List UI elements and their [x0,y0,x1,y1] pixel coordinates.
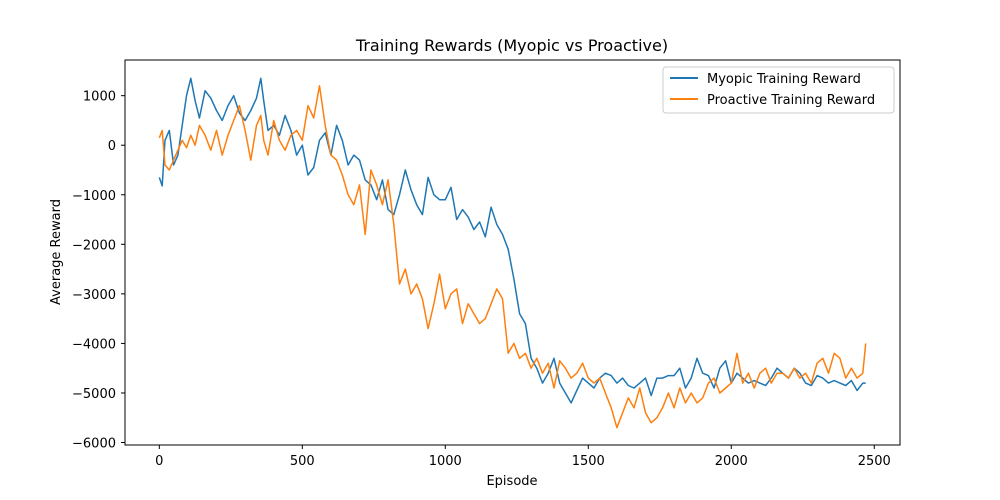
legend-label-proactive: Proactive Training Reward [707,93,875,108]
x-axis: 0 500 1000 1500 2000 2500 [155,445,891,469]
legend-label-myopic: Myopic Training Reward [707,72,861,87]
x-axis-title: Episode [486,474,537,489]
y-tick-label: −5000 [72,387,116,402]
plot-area [124,59,901,446]
plot-frame [124,59,901,446]
y-tick-label: −2000 [72,238,116,253]
y-axis-title: Average Reward [49,199,64,305]
x-tick-label: 2500 [858,454,891,469]
series-line-myopic [158,77,866,404]
series-line-proactive [158,85,867,429]
series-layer [158,77,867,429]
y-tick-label: −4000 [72,337,116,352]
y-tick-label: −1000 [72,189,116,204]
legend-box [662,66,895,114]
y-tick-label: −3000 [72,288,116,303]
x-tick-label: 1000 [429,454,462,469]
legend: Myopic Training Reward Proactive Trainin… [662,66,895,114]
y-axis: −6000 −5000 −4000 −3000 −2000 −1000 0 1000 [72,90,125,452]
y-tick-label: −6000 [72,437,116,452]
x-tick-label: 0 [155,454,163,469]
chart-title: Training Rewards (Myopic vs Proactive) [355,36,668,55]
x-tick-label: 1500 [572,454,605,469]
y-tick-label: 0 [108,139,116,154]
y-tick-label: 1000 [83,90,116,105]
x-tick-label: 2000 [715,454,748,469]
x-tick-label: 500 [290,454,315,469]
